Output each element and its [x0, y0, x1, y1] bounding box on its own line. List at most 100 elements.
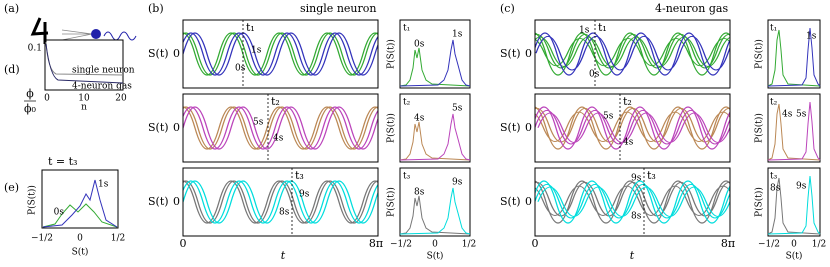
label: 0s: [414, 40, 425, 50]
label: −1/2: [758, 240, 780, 250]
label: 8s: [414, 188, 425, 198]
axes-frame: [44, 39, 124, 91]
label: 0: [791, 240, 797, 250]
label: 8s: [279, 208, 290, 218]
label: 0: [173, 121, 180, 134]
histogram: [767, 103, 821, 161]
histogram: [399, 195, 471, 235]
label: t₁: [403, 24, 410, 34]
label: 0: [432, 240, 438, 250]
label: 0.1: [28, 44, 42, 54]
axes-frame: [767, 93, 821, 163]
label: 0: [525, 121, 532, 134]
panel: t₁ 0s 1s: [534, 19, 731, 89]
label: S(t): [148, 47, 169, 60]
panel: t₁ 1s: [767, 19, 821, 89]
axes-frame: [182, 19, 379, 89]
label: (d): [4, 63, 20, 76]
label: S(t): [500, 121, 521, 134]
axes-frame: [182, 167, 379, 237]
label: 0: [173, 195, 180, 208]
curve: [535, 109, 730, 145]
label: t₃: [647, 169, 656, 182]
panel: [535, 32, 730, 76]
label: 1/2: [812, 240, 826, 250]
axes-frame: [182, 93, 379, 163]
label: t₁: [246, 21, 255, 34]
label: t₂: [770, 98, 778, 108]
label: 4-neuron gas: [655, 2, 728, 15]
axes-frame: [534, 93, 731, 163]
axes-frame: [399, 167, 471, 237]
label: P(S(t)): [386, 187, 397, 217]
label: S(t): [148, 121, 169, 134]
label: 1s: [251, 46, 262, 56]
label: S(t): [427, 251, 444, 262]
label: single neuron: [72, 66, 135, 76]
histogram: [399, 121, 471, 161]
axes-frame: [399, 19, 471, 89]
label: 5s: [603, 112, 614, 122]
label: −1/2: [390, 240, 412, 250]
axes-frame: [534, 19, 731, 89]
label: t₃: [770, 172, 778, 182]
label: 0: [44, 94, 50, 104]
panel: t₁ 0s 1s: [399, 19, 471, 89]
label: 8s: [770, 184, 781, 194]
label: (a): [4, 2, 19, 15]
panel: t₃ 8s 9s: [182, 167, 379, 237]
label: 9s: [299, 190, 310, 200]
shape: [45, 43, 124, 84]
label: 0: [525, 47, 532, 60]
axes-frame: [41, 169, 119, 229]
label: 0: [77, 234, 83, 244]
label: ϕ: [26, 87, 34, 100]
label: t₂: [623, 95, 632, 108]
label: P(S(t)): [754, 39, 765, 69]
label: 0: [532, 237, 539, 250]
label: t: [630, 249, 635, 262]
label: P(S(t)): [386, 39, 397, 69]
label: 1s: [579, 26, 590, 36]
label: 1/2: [111, 234, 125, 244]
label: −1/2: [31, 234, 53, 244]
label: 1s: [806, 32, 817, 42]
shape: [61, 29, 93, 41]
label: S(t): [786, 251, 803, 262]
label: S(t): [500, 47, 521, 60]
label: t₁: [770, 24, 777, 34]
label: 10: [78, 94, 90, 104]
label: t₂: [271, 95, 280, 108]
label: 8s: [631, 212, 642, 222]
label: 1s: [98, 180, 109, 190]
shape: [91, 29, 101, 39]
shape: [42, 179, 118, 228]
label: t = t₃: [48, 155, 77, 168]
label: t₃: [403, 172, 411, 182]
label: 0s: [54, 208, 65, 218]
label: 1s: [452, 30, 463, 40]
panel: [183, 180, 378, 224]
label: 5s: [796, 110, 807, 120]
shape: [103, 31, 137, 41]
histogram: [399, 47, 471, 87]
label: S(t): [500, 195, 521, 208]
label: 0s: [235, 64, 246, 74]
panel: t₂ 4s 5s: [534, 93, 731, 163]
axes-frame: [767, 167, 821, 237]
axes-frame: [534, 167, 731, 237]
label: t₃: [295, 169, 304, 182]
label: 9s: [452, 178, 463, 188]
label: 20: [115, 94, 127, 104]
label: 8π: [721, 237, 735, 250]
label: 4s: [414, 114, 425, 124]
panel: [535, 106, 730, 150]
panel: [183, 32, 378, 76]
label: 0s: [589, 70, 600, 80]
label: t: [281, 249, 286, 262]
label: 4-neuron gas: [72, 82, 132, 92]
